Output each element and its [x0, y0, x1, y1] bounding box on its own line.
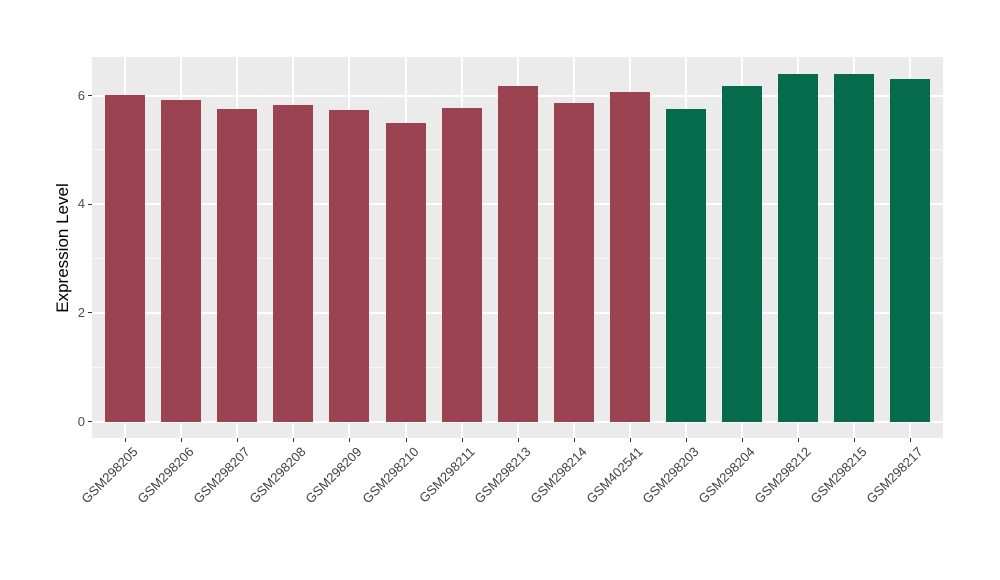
x-tick-label-text: GSM298214: [527, 444, 590, 507]
x-tick-mark-GSM298206: [181, 438, 183, 442]
x-tick-label-text: GSM298210: [358, 444, 422, 507]
x-tick-label-text: GSM298215: [807, 444, 870, 507]
y-tick-mark-2: [88, 312, 92, 314]
x-tick-label-text: GSM402541: [583, 444, 646, 507]
y-tick-label-6: 6: [77, 87, 85, 103]
x-tick-label-text: GSM298206: [134, 444, 197, 507]
x-tick-label-text: GSM298211: [415, 444, 478, 506]
plot-panel: [92, 57, 943, 438]
x-tick-label-text: GSM298205: [78, 444, 141, 507]
bar-GSM298209: [329, 110, 370, 422]
x-tick-mark-GSM298215: [854, 438, 856, 442]
x-tick-label-text: GSM298203: [639, 444, 702, 507]
x-tick-label-text: GSM298207: [190, 444, 253, 507]
bar-GSM298214: [553, 102, 594, 422]
x-tick-mark-GSM298213: [517, 438, 519, 442]
x-tick-mark-GSM298204: [742, 438, 744, 442]
bar-GSM298205: [105, 94, 145, 422]
x-tick-label-text: GSM298209: [302, 444, 365, 507]
x-tick-label-text: GSM298204: [695, 444, 758, 507]
y-tick-mark-4: [88, 203, 92, 205]
bar-GSM298213: [497, 86, 538, 422]
y-tick-label-0: 0: [77, 413, 85, 429]
y-tick-mark-6: [88, 95, 92, 97]
x-tick-mark-GSM402541: [629, 438, 631, 442]
x-tick-label-text: GSM298217: [863, 444, 926, 507]
bar-GSM298217: [890, 78, 931, 422]
bar-GSM298207: [217, 109, 258, 422]
bar-GSM298210: [385, 122, 426, 422]
bar-GSM298206: [161, 100, 202, 422]
x-tick-mark-GSM298212: [798, 438, 800, 442]
x-tick-mark-GSM298210: [405, 438, 407, 442]
bar-GSM298204: [722, 86, 763, 422]
bar-GSM298212: [778, 74, 819, 422]
bar-GSM298215: [834, 74, 875, 422]
x-tick-mark-GSM298211: [461, 438, 463, 442]
x-tick-label-text: GSM298213: [471, 444, 534, 507]
x-tick-mark-GSM298207: [237, 438, 239, 442]
x-tick-mark-GSM298208: [293, 438, 295, 442]
x-tick-mark-GSM298217: [910, 438, 912, 442]
bar-GSM298203: [666, 109, 706, 422]
x-tick-mark-GSM298214: [573, 438, 575, 442]
x-tick-label-text: GSM298212: [751, 444, 814, 507]
x-tick-mark-GSM298203: [686, 438, 687, 442]
x-tick-label-text: GSM298208: [246, 444, 309, 507]
y-tick-mark-0: [88, 421, 92, 422]
bar-GSM298208: [273, 104, 314, 422]
y-tick-label-4: 4: [77, 196, 85, 212]
bar-GSM298211: [441, 107, 482, 422]
y-tick-label-2: 2: [77, 304, 85, 320]
x-tick-mark-GSM298209: [349, 438, 351, 442]
x-tick-mark-GSM298205: [125, 438, 126, 442]
bar-GSM402541: [609, 92, 650, 422]
